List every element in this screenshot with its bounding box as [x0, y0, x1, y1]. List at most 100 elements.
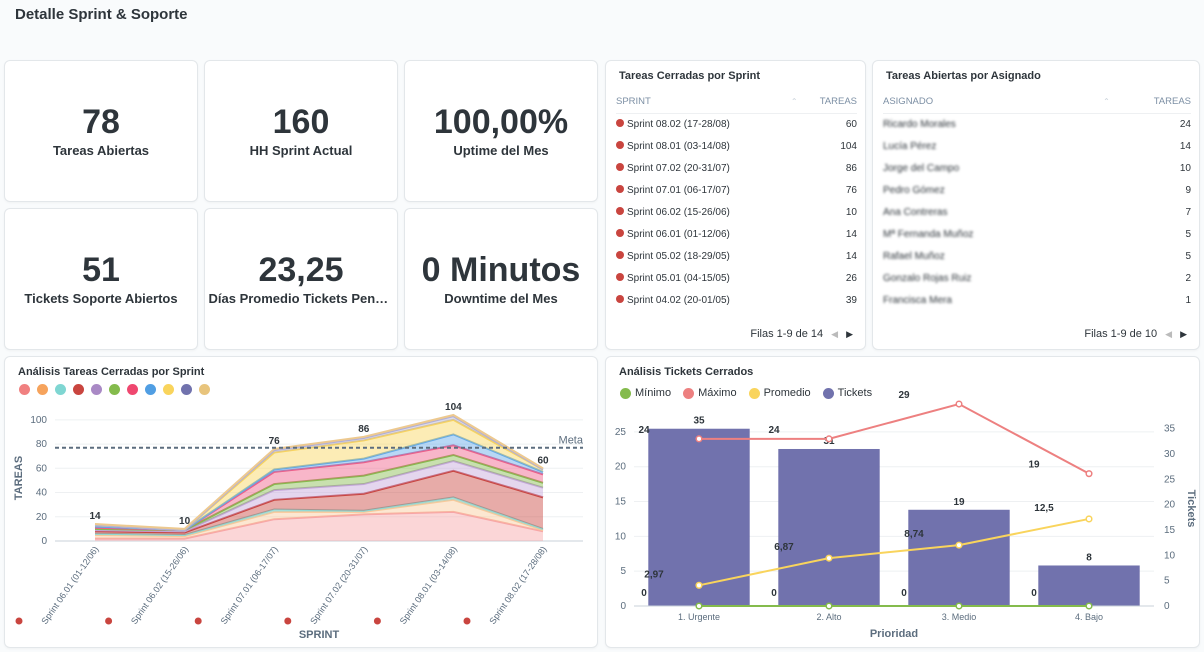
- kpi-card-sprint-hours[interactable]: 160 HH Sprint Actual: [204, 60, 398, 202]
- assignee-cell[interactable]: Ana Contreras: [883, 206, 948, 218]
- table-row[interactable]: Rafael Muñoz 5: [883, 245, 1191, 267]
- line-data-label: 8,74: [904, 529, 924, 540]
- assignee-cell[interactable]: Jorge del Campo: [883, 162, 960, 174]
- table-row[interactable]: Mª Fernanda Muñoz 5: [883, 223, 1191, 245]
- x-tick-label[interactable]: Sprint 08.01 (03-14/08): [398, 544, 459, 626]
- legend-swatch[interactable]: [91, 384, 102, 395]
- next-page-icon[interactable]: ▶: [1180, 328, 1187, 339]
- kpi-card-uptime[interactable]: 100,00% Uptime del Mes: [404, 60, 598, 202]
- tickets-bar[interactable]: [908, 509, 1010, 606]
- table-row[interactable]: Gonzalo Rojas Ruiz 2: [883, 267, 1191, 289]
- tickets-bar[interactable]: [1038, 565, 1140, 606]
- table-row[interactable]: Sprint 06.02 (15-26/06) 10: [616, 201, 857, 223]
- prev-page-icon[interactable]: ◀: [831, 328, 839, 339]
- line-series[interactable]: [698, 517, 1090, 587]
- legend-item[interactable]: Tickets: [822, 387, 872, 399]
- legend-swatch[interactable]: [73, 384, 84, 395]
- column-header-tasks[interactable]: TAREAS: [815, 91, 857, 114]
- x-tick-label[interactable]: Sprint 06.02 (15-26/06): [129, 544, 190, 626]
- prev-page-icon[interactable]: ◀: [1165, 328, 1173, 339]
- assignee-cell[interactable]: Gonzalo Rojas Ruiz: [883, 272, 972, 284]
- sprint-cell[interactable]: Sprint 08.02 (17-28/08): [616, 113, 816, 135]
- kpi-card-open-tasks[interactable]: 78 Tareas Abiertas: [4, 60, 198, 202]
- line-point[interactable]: [955, 602, 963, 610]
- assignee-cell[interactable]: Pedro Gómez: [883, 184, 945, 196]
- table-row[interactable]: Sprint 08.02 (17-28/08) 60: [616, 113, 857, 135]
- legend-item[interactable]: Mínimo: [620, 387, 671, 399]
- sort-icon[interactable]: ⌃: [790, 97, 798, 107]
- assignee-cell[interactable]: Lucía Pérez: [883, 140, 937, 152]
- kpi-card-avg-pending-days[interactable]: 23,25 Días Promedio Tickets Pendientes: [204, 208, 398, 350]
- area-series-line: [94, 415, 544, 532]
- sprint-cell[interactable]: Sprint 06.01 (01-12/06): [616, 223, 816, 245]
- table-row[interactable]: Sprint 06.01 (01-12/06) 14: [616, 223, 857, 245]
- table-row[interactable]: Pedro Gómez 9: [883, 179, 1191, 201]
- line-point[interactable]: [695, 581, 703, 589]
- x-tick-label[interactable]: Sprint 08.02 (17-28/08): [487, 544, 548, 626]
- legend-swatch[interactable]: [181, 384, 192, 395]
- sort-icon[interactable]: ⌃: [1103, 97, 1110, 107]
- kpi-card-open-support-tickets[interactable]: 51 Tickets Soporte Abiertos: [4, 208, 198, 350]
- table-row[interactable]: Ana Contreras 7: [883, 201, 1191, 223]
- line-point[interactable]: [825, 554, 833, 562]
- column-header-assignee[interactable]: ASIGNADO ⌃: [883, 91, 1148, 114]
- table-row[interactable]: Sprint 04.02 (20-01/05) 39: [616, 289, 857, 311]
- sprint-cell[interactable]: Sprint 08.01 (03-14/08): [616, 135, 816, 157]
- legend-swatch[interactable]: [145, 384, 156, 395]
- line-point[interactable]: [955, 400, 963, 408]
- legend-swatch[interactable]: [163, 384, 174, 395]
- x-tick-label[interactable]: Sprint 06.01 (01-12/06): [39, 544, 100, 626]
- tickets-bar[interactable]: [648, 428, 750, 606]
- table-row[interactable]: Sprint 07.01 (06-17/07) 76: [616, 179, 857, 201]
- line-point[interactable]: [695, 602, 703, 610]
- area-series-line: [94, 496, 544, 536]
- tickets-bar[interactable]: [778, 448, 880, 606]
- sprint-cell[interactable]: Sprint 07.01 (06-17/07): [616, 179, 816, 201]
- legend-item[interactable]: Máximo: [683, 387, 737, 399]
- area-series[interactable]: [95, 470, 543, 535]
- sprint-cell[interactable]: Sprint 05.02 (18-29/05): [616, 245, 816, 267]
- line-point[interactable]: [825, 602, 833, 610]
- line-point[interactable]: [695, 435, 703, 443]
- sprint-cell[interactable]: Sprint 07.02 (20-31/07): [616, 157, 816, 179]
- sprint-cell[interactable]: Sprint 04.02 (20-01/05): [616, 289, 816, 311]
- table-row[interactable]: Sprint 08.01 (03-14/08) 104: [616, 135, 857, 157]
- legend-swatch[interactable]: [109, 384, 120, 395]
- next-page-icon[interactable]: ▶: [846, 328, 853, 339]
- table-row[interactable]: Sprint 05.01 (04-15/05) 26: [616, 267, 857, 289]
- table-row[interactable]: Jorge del Campo 10: [883, 157, 1191, 179]
- line-point[interactable]: [1085, 470, 1093, 478]
- line-point[interactable]: [825, 435, 833, 443]
- line-point[interactable]: [1085, 602, 1093, 610]
- table-row[interactable]: Sprint 05.02 (18-29/05) 14: [616, 245, 857, 267]
- line-point[interactable]: [1085, 515, 1093, 523]
- kpi-card-downtime[interactable]: 0 Minutos Downtime del Mes: [404, 208, 598, 350]
- line-point[interactable]: [955, 541, 963, 549]
- legend-swatch[interactable]: [127, 384, 138, 395]
- legend-swatch[interactable]: [19, 384, 30, 395]
- area-series[interactable]: [95, 461, 543, 533]
- sprint-icon: [105, 617, 113, 625]
- legend-swatch[interactable]: [199, 384, 210, 395]
- legend-swatch[interactable]: [37, 384, 48, 395]
- line-series[interactable]: [699, 402, 1090, 475]
- assignee-cell[interactable]: Mª Fernanda Muñoz: [883, 228, 974, 240]
- column-header-sprint[interactable]: SPRINT ⌃: [616, 91, 816, 114]
- tasks-cell: 14: [845, 228, 857, 240]
- assignee-cell[interactable]: Ricardo Morales: [883, 118, 956, 130]
- assignee-cell[interactable]: Francisca Mera: [883, 294, 952, 306]
- table-row[interactable]: Lucía Pérez 14: [883, 135, 1191, 157]
- assignee-cell[interactable]: Rafael Muñoz: [883, 250, 945, 262]
- x-tick-label[interactable]: Sprint 07.02 (20-31/07): [308, 544, 369, 626]
- table-row[interactable]: Sprint 07.02 (20-31/07) 86: [616, 157, 857, 179]
- y-tick-label-right: 20: [1164, 500, 1176, 511]
- table-row[interactable]: Francisca Mera 1: [883, 289, 1191, 311]
- x-tick-label[interactable]: Sprint 07.01 (06-17/07): [219, 544, 280, 626]
- table-row[interactable]: Ricardo Morales 24: [883, 113, 1191, 135]
- legend-item[interactable]: Promedio: [748, 387, 811, 399]
- area-series[interactable]: [95, 499, 543, 539]
- legend-swatch[interactable]: [55, 384, 66, 395]
- sprint-cell[interactable]: Sprint 05.01 (04-15/05): [616, 267, 816, 289]
- column-header-tasks[interactable]: TAREAS: [1147, 91, 1191, 114]
- sprint-cell[interactable]: Sprint 06.02 (15-26/06): [616, 201, 816, 223]
